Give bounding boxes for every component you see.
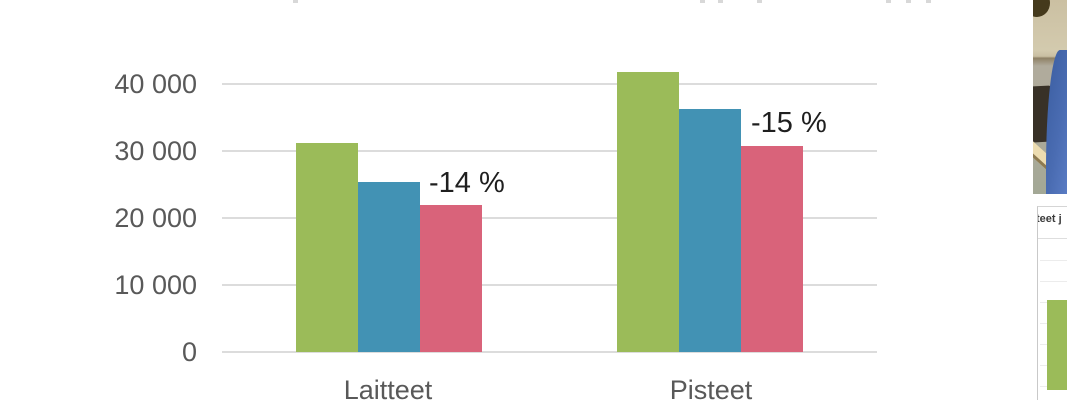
presenter-video-thumbnail[interactable] — [1033, 0, 1067, 194]
clipped-title-remnant — [718, 0, 723, 3]
annotation-pisteet: -15 % — [751, 107, 827, 139]
annotation-laitteet: -14 % — [429, 167, 505, 199]
mini-gridline — [1040, 260, 1067, 261]
category-label-pisteet: Pisteet — [669, 375, 753, 400]
gridline-20000 — [222, 217, 877, 219]
y-tick-label-10000: 10 000 — [114, 270, 197, 300]
clipped-title-remnant — [886, 0, 891, 3]
category-label-laitteet: Laitteet — [343, 375, 433, 400]
y-tick-label-0: 0 — [181, 337, 197, 367]
gridline-40000 — [222, 83, 877, 85]
clipped-title-remnant — [757, 0, 762, 3]
bar-pisteet-blue — [679, 109, 741, 352]
mini-chart-green-bar — [1047, 300, 1067, 390]
mini-gridline — [1040, 281, 1067, 282]
clipped-title-remnant — [906, 0, 911, 3]
bar-laitteet-red — [420, 205, 482, 352]
gridline-30000 — [222, 150, 877, 152]
bar-pisteet-red — [741, 146, 803, 352]
slide-thumbnail-title-fragment: teet j — [1037, 213, 1062, 225]
clipped-title-remnant — [293, 0, 298, 3]
presenter-blue-shirt — [1046, 50, 1067, 194]
gridline-0 — [222, 351, 877, 353]
bar-pisteet-green — [617, 72, 679, 352]
clipped-title-remnant — [700, 0, 705, 3]
bar-laitteet-green — [296, 143, 358, 352]
video-background-object — [1033, 0, 1050, 17]
y-tick-label-30000: 30 000 — [114, 136, 197, 166]
bar-laitteet-blue — [358, 182, 420, 352]
slide-thumbnail-separator — [1038, 238, 1067, 239]
y-tick-label-20000: 20 000 — [114, 203, 197, 233]
gridline-10000 — [222, 284, 877, 286]
clipped-title-remnant — [926, 0, 931, 3]
slide-thumbnail-panel[interactable]: teet j — [1037, 206, 1067, 400]
y-tick-label-40000: 40 000 — [114, 69, 197, 99]
